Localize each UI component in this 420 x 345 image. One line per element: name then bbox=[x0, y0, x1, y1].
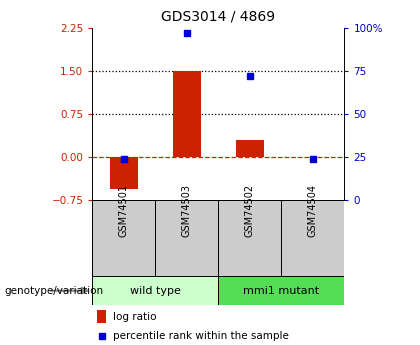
Text: GSM74502: GSM74502 bbox=[245, 184, 255, 237]
Text: mmi1 mutant: mmi1 mutant bbox=[243, 286, 320, 296]
Bar bbox=[281, 200, 344, 276]
Text: GSM74504: GSM74504 bbox=[308, 184, 318, 237]
Bar bbox=[218, 276, 344, 305]
Text: GSM74503: GSM74503 bbox=[182, 184, 192, 237]
Bar bbox=[97, 310, 106, 323]
Text: GSM74501: GSM74501 bbox=[119, 184, 129, 237]
Text: genotype/variation: genotype/variation bbox=[4, 286, 103, 296]
Bar bbox=[173, 71, 201, 157]
Bar bbox=[110, 157, 138, 189]
Text: log ratio: log ratio bbox=[113, 312, 156, 322]
Bar bbox=[155, 200, 218, 276]
Bar bbox=[92, 200, 155, 276]
Bar bbox=[218, 200, 281, 276]
Bar bbox=[92, 276, 218, 305]
Title: GDS3014 / 4869: GDS3014 / 4869 bbox=[161, 10, 276, 24]
Text: percentile rank within the sample: percentile rank within the sample bbox=[113, 331, 289, 341]
Bar bbox=[236, 140, 264, 157]
Text: wild type: wild type bbox=[130, 286, 181, 296]
